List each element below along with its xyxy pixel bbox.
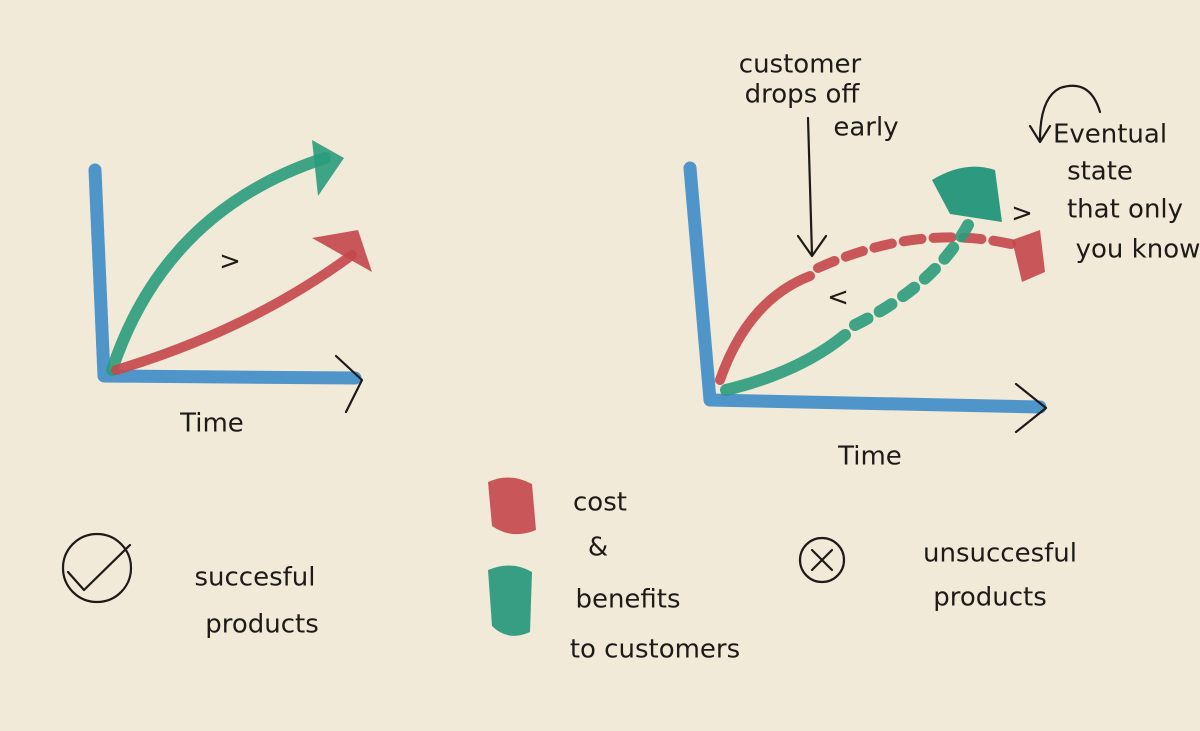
- cross-mark: [810, 548, 834, 572]
- labels: succesful products unsuccesful products: [61, 532, 1077, 640]
- label-line: unsuccesful: [923, 539, 1077, 569]
- annotation-line: customer: [739, 50, 862, 80]
- right-chart: < > Time customer drops off early Eventu…: [683, 50, 1200, 472]
- left-chart: > Time: [88, 140, 372, 439]
- benefit-swatch: [488, 565, 532, 636]
- benefit-arrow: [312, 140, 344, 196]
- label-line: succesful: [194, 563, 315, 593]
- annotation-line: Eventual: [1053, 120, 1167, 150]
- label-line: products: [205, 610, 319, 640]
- comparison: >: [219, 247, 241, 277]
- benefit-curve: [106, 152, 331, 376]
- cost-curve: [111, 250, 357, 375]
- axis-arrow: [334, 354, 364, 414]
- cost-swatch: [488, 477, 536, 535]
- legend-cost: cost: [573, 488, 627, 518]
- benefit-blob: [932, 166, 1002, 222]
- benefit-curve: [720, 329, 851, 396]
- annotation-arrow: [1028, 84, 1102, 144]
- cost-curve-dashed: [813, 232, 1020, 273]
- cross-icon: [798, 536, 846, 584]
- cost-arrow: [1012, 230, 1045, 282]
- benefit-curve-dashed: [849, 219, 974, 331]
- x-axis-label: Time: [179, 409, 244, 439]
- axis-arrow: [1014, 382, 1048, 434]
- comparison-early: <: [827, 283, 849, 313]
- annotation-line: drops off: [745, 80, 861, 110]
- legend-benefits: to customers: [570, 635, 740, 665]
- axes: [683, 161, 1047, 414]
- x-axis-label: Time: [837, 442, 902, 472]
- annotation-line: that only: [1067, 195, 1183, 225]
- comparison-late: >: [1011, 199, 1033, 229]
- cost-curve: [715, 271, 815, 385]
- axes: [88, 163, 362, 385]
- cost-arrow: [312, 230, 372, 272]
- annotation-line: state: [1067, 157, 1133, 187]
- annotation-line: you know: [1076, 235, 1200, 265]
- check-icon: [61, 532, 133, 604]
- annotation-line: early: [833, 113, 898, 143]
- legend-benefits: benefits: [575, 585, 680, 615]
- legend: cost & benefits to customers: [488, 477, 740, 665]
- check-mark: [66, 543, 132, 592]
- legend-conjunction: &: [588, 533, 608, 563]
- annotation-arrow: [796, 116, 828, 258]
- label-line: products: [933, 583, 1047, 613]
